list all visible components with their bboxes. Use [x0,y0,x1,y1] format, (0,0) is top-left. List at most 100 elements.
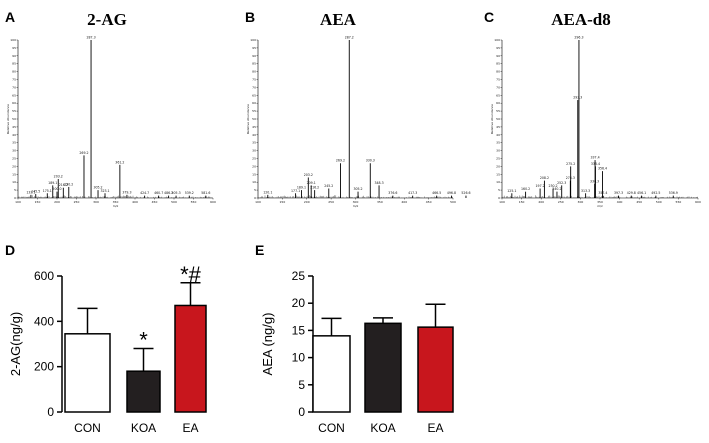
spectrum-y-tick-label: 40 [252,133,256,137]
spectrum-y-tick-label: 95 [252,46,256,50]
spectrum-y-tick-label: 20 [252,164,256,168]
spectrum-y-tick-label: 10 [496,180,500,184]
spectrum-peak-label: 337.4 [590,156,599,160]
spectrum-x-tick-label: 550 [191,200,197,204]
mass-spectrum-aea: 0 5 10 15 20 25 30 35 40 45 50 55 60 65 70 75 80 85 90 95 10… [246,36,471,209]
spectrum-x-tick-label: 600 [695,200,701,204]
spectrum-y-tick-label: 75 [12,78,16,82]
spectrum-y-label: Relative Abundance [246,104,250,134]
bar-chart-aea: 0 5 10 15 20 25 AEA (ng/g) CON KOA EA [260,269,454,435]
spectrum-y-tick-label: 70 [12,85,16,89]
spectrum-peak-label: 175.1 [43,189,52,193]
spectrum-baseline-noise [258,195,453,198]
spectrum-y-tick-label: 50 [12,117,16,121]
spectrum-x-tick-label: 400 [132,200,138,204]
spectrum-y-tick-label: 0 [14,196,16,200]
spectrum-x-label: m/z [353,204,359,208]
spectrum-title-2ag: 2-AG [87,10,127,29]
spectrum-peak-label: 287.2 [345,36,354,40]
spectrum-y-tick-label: 35 [12,141,16,145]
spectrum-peak-label: 424.7 [140,191,149,195]
spectrum-x-tick-label: 500 [171,200,177,204]
spectrum-x-label: m/z [597,204,603,208]
spectrum-x-tick-label: 200 [538,200,544,204]
spectrum-y-tick-label: 30 [252,149,256,153]
spectrum-x-tick-label: 250 [328,200,334,204]
spectrum-x-tick-label: 250 [558,200,564,204]
bar-y-axis-label: AEA (ng/g) [260,313,275,376]
spectrum-y-tick-label: 35 [252,141,256,145]
spectrum-x-tick-label: 350 [113,200,119,204]
spectrum-x-tick-label: 100 [499,200,505,204]
bar-y-tick-label: 5 [298,378,305,392]
spectrum-y-tick-label: 100 [250,38,256,42]
spectrum-y-tick-label: 50 [252,117,256,121]
bar-chart-2ag: 0 200 400 600 2-AG(ng/g) CON KOA * EA *# [8,262,207,435]
spectrum-peak-label: 252.3 [557,181,566,185]
spectrum-x-tick-label: 450 [636,200,642,204]
spectrum-peak-label: 356.4 [598,167,607,171]
mass-spectrum-aea-d8: 0 5 10 15 20 25 30 35 40 45 50 55 60 65 70 75 80 85 90 95 10… [490,36,701,209]
spectrum-baseline-noise [18,195,213,198]
spectrum-y-tick-label: 15 [12,172,16,176]
spectrum-y-tick-label: 60 [252,101,256,105]
spectrum-y-tick-label: 60 [12,101,16,105]
bar-category-label: EA [182,421,198,435]
spectrum-y-tick-label: 20 [496,164,500,168]
spectrum-y-tick-label: 90 [496,54,500,58]
spectrum-y-tick-label: 25 [496,157,500,161]
spectrum-peak-label: 417.3 [408,191,417,195]
spectrum-peak-label: 492.5 [651,191,660,195]
spectrum-peak-label: 348.3 [374,181,383,185]
spectrum-x-tick-label: 350 [597,200,603,204]
bar-category-label: KOA [370,421,395,435]
spectrum-x-tick-label: 300 [93,200,99,204]
spectrum-peak-label: 230.2 [548,184,557,188]
spectrum-x-tick-label: 200 [54,200,60,204]
spectrum-y-tick-label: 65 [496,93,500,97]
panel-letter-a: A [5,9,15,25]
spectrum-x-tick-label: 150 [35,200,41,204]
spectrum-y-tick-label: 95 [12,46,16,50]
spectrum-y-tick-label: 70 [252,85,256,89]
bar-y-tick-label: 25 [292,269,306,283]
spectrum-y-tick-label: 10 [252,180,256,184]
spectrum-y-tick-label: 95 [496,46,500,50]
spectrum-y-tick-label: 65 [252,93,256,97]
spectrum-peak-label: 536.9 [669,191,678,195]
spectrum-peak-label: 313.3 [581,189,590,193]
spectrum-y-tick-label: 30 [496,149,500,153]
spectrum-y-tick-label: 15 [252,172,256,176]
spectrum-y-tick-label: 85 [12,62,16,66]
spectrum-peak-label: 160.2 [521,187,530,191]
spectrum-peak-label: 526.6 [461,191,470,195]
spectrum-peak-label: 466.5 [432,191,441,195]
spectrum-peak-label: 338.4 [591,162,600,166]
panel-letter-c: C [484,9,494,25]
spectrum-peak-label: 133.1 [26,190,35,194]
bar-category-label: CON [318,421,345,435]
spectrum-y-tick-label: 20 [12,164,16,168]
spectrum-peak-label: 269.2 [79,151,88,155]
spectrum-y-tick-label: 5 [498,188,500,192]
bar-category-label: KOA [131,421,156,435]
spectrum-x-tick-label: 400 [401,200,407,204]
spectrum-y-tick-label: 70 [496,85,500,89]
spectrum-peak-label: 376.6 [388,191,397,195]
bar-ea [174,304,207,413]
panel-letter-b: B [245,9,255,25]
spectrum-peak-label: 496.8 [447,191,456,195]
spectrum-x-tick-label: 500 [656,200,662,204]
spectrum-y-tick-label: 100 [10,38,16,42]
spectrum-peak-label: 323.1 [100,189,109,193]
spectrum-y-tick-label: 0 [254,196,256,200]
spectrum-y-tick-label: 60 [496,101,500,105]
spectrum-x-tick-label: 150 [519,200,525,204]
spectrum-x-tick-label: 600 [210,200,216,204]
spectrum-x-tick-label: 200 [304,200,310,204]
spectrum-x-tick-label: 150 [280,200,286,204]
spectrum-y-tick-label: 25 [12,157,16,161]
spectrum-peak-label: 189.1 [297,186,306,190]
spectrum-y-tick-label: 75 [496,78,500,82]
